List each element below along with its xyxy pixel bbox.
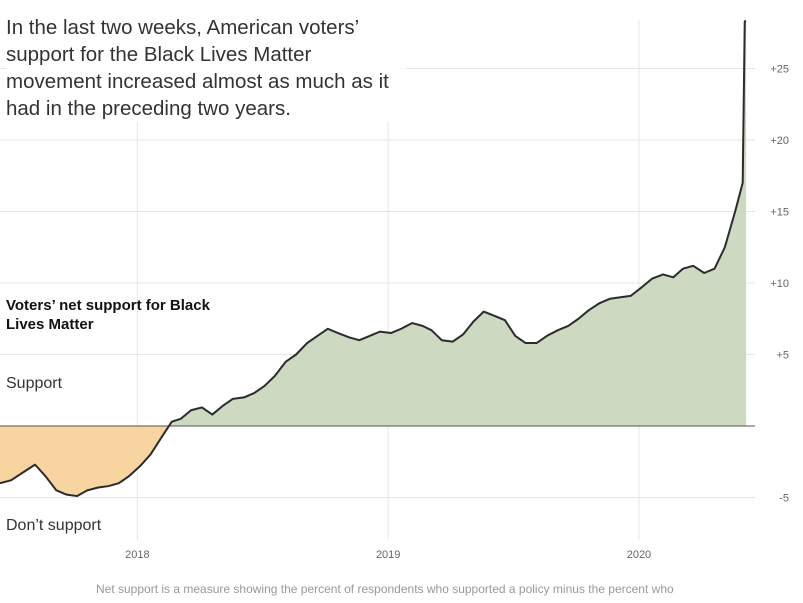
x-tick-label: 2018: [125, 549, 149, 561]
data-point: [295, 354, 297, 356]
data-point: [483, 311, 485, 313]
data-point: [692, 265, 694, 267]
data-point: [327, 328, 329, 330]
data-point: [359, 339, 361, 341]
data-point: [222, 405, 224, 407]
data-point: [724, 246, 726, 248]
data-point: [422, 325, 424, 327]
data-point: [641, 286, 643, 288]
data-point: [118, 482, 120, 484]
data-point: [139, 465, 141, 467]
area-layer: [0, 20, 755, 498]
data-point: [745, 21, 747, 23]
data-point: [452, 341, 454, 343]
data-point: [744, 21, 746, 23]
data-point: [76, 495, 78, 497]
data-point: [161, 437, 163, 439]
data-point: [56, 490, 58, 492]
data-point: [400, 328, 402, 330]
data-point: [431, 329, 433, 331]
data-point: [462, 334, 464, 336]
data-point: [10, 480, 12, 482]
support-label: Support: [6, 375, 63, 392]
data-point: [630, 295, 632, 297]
negative-area: [0, 426, 169, 497]
data-point: [97, 487, 99, 489]
y-tick-label: +10: [770, 278, 789, 290]
data-point: [567, 325, 569, 327]
data-point: [673, 276, 675, 278]
data-point: [171, 421, 173, 423]
footnote: Net support is a measure showing the per…: [96, 582, 674, 596]
data-point: [317, 335, 319, 337]
x-tick-label: 2019: [376, 549, 400, 561]
data-point: [525, 342, 527, 344]
data-point: [337, 332, 339, 334]
data-point: [379, 331, 381, 333]
data-point: [348, 337, 350, 339]
headline: In the last two weeks, American voters’ …: [6, 14, 406, 122]
data-point: [306, 342, 308, 344]
y-tick-label: -5: [779, 493, 789, 505]
data-point: [536, 342, 538, 344]
data-point: [682, 268, 684, 270]
series-line: [0, 20, 747, 498]
data-point: [34, 464, 36, 466]
axis-layer: +25 +20 +15 +10 +5 -5 2018 2019 2020: [125, 64, 789, 562]
data-point: [285, 361, 287, 363]
data-point: [734, 211, 736, 213]
data-point: [473, 321, 475, 323]
dont-support-label: Don’t support: [6, 517, 102, 534]
data-point: [232, 398, 234, 400]
data-point: [23, 471, 25, 473]
data-point: [211, 414, 213, 416]
data-point: [86, 490, 88, 492]
y-tick-label: +5: [776, 350, 789, 362]
data-point: [557, 329, 559, 331]
y-tick-label: +25: [770, 64, 789, 76]
positive-area: [168, 21, 747, 427]
data-point: [742, 182, 744, 184]
data-point: [588, 309, 590, 311]
data-point: [274, 375, 276, 377]
data-point: [609, 298, 611, 300]
data-point: [45, 475, 47, 477]
data-point: [243, 397, 245, 399]
data-point: [651, 278, 653, 280]
data-point: [190, 409, 192, 411]
data-point: [253, 392, 255, 394]
data-point: [703, 272, 705, 274]
data-point: [494, 315, 496, 317]
data-point: [369, 335, 371, 337]
data-point: [150, 454, 152, 456]
chart-title: Voters’ net support for Black Lives Matt…: [6, 297, 210, 333]
data-point: [180, 418, 182, 420]
data-point: [201, 407, 203, 409]
data-point: [390, 332, 392, 334]
data-point: [411, 322, 413, 324]
data-point: [441, 339, 443, 341]
data-point: [599, 302, 601, 304]
data-point: [264, 385, 266, 387]
data-point: [662, 274, 664, 276]
data-point: [504, 319, 506, 321]
data-point: [514, 335, 516, 337]
data-point: [108, 485, 110, 487]
y-tick-label: +15: [770, 207, 789, 219]
x-tick-label: 2020: [627, 549, 651, 561]
data-point: [128, 475, 130, 477]
data-point: [578, 318, 580, 320]
data-point: [546, 335, 548, 337]
data-point: [714, 268, 716, 270]
data-point: [66, 494, 68, 496]
y-tick-label: +20: [770, 135, 789, 147]
data-point: [620, 297, 622, 299]
